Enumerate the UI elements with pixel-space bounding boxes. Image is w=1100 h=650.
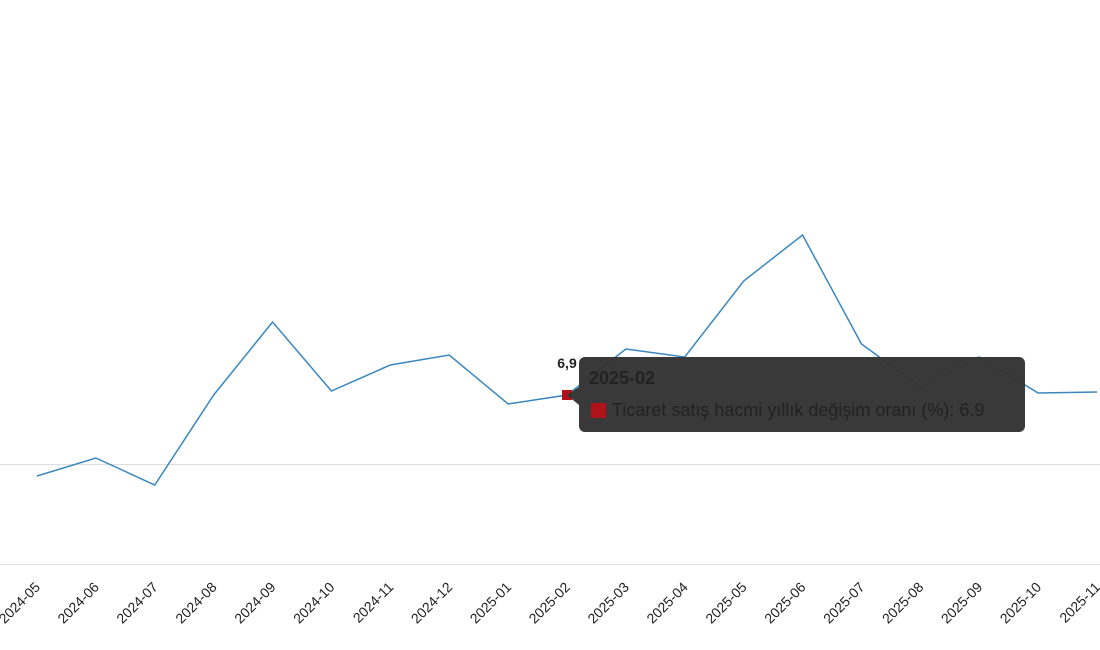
tooltip-title: 2025-02: [589, 368, 655, 388]
x-tick-label: 2024-06: [54, 579, 102, 627]
x-tick-label: 2024-10: [290, 579, 338, 627]
x-tick-label: 2025-05: [702, 579, 750, 627]
x-tick-label: 2025-02: [525, 579, 573, 627]
x-tick-label: 2024-07: [113, 579, 161, 627]
x-tick-label: 2024-08: [172, 579, 220, 627]
x-tick-label: 2025-08: [879, 579, 927, 627]
x-tick-label: 2024-09: [231, 579, 279, 627]
value-label: 6,9: [557, 355, 577, 371]
x-tick-label: 2025-09: [938, 579, 986, 627]
x-tick-label: 2025-03: [584, 579, 632, 627]
x-tick-label: 2025-11: [1056, 579, 1100, 626]
tooltip-swatch: [591, 403, 607, 418]
tooltip-label: Ticaret satış hacmi yıllık değişim oranı…: [612, 400, 984, 420]
x-tick-label: 2024-12: [408, 579, 456, 627]
x-tick-label: 2025-07: [820, 579, 868, 627]
x-tick-label: 2025-01: [467, 579, 515, 627]
x-tick-label: 2025-10: [997, 579, 1045, 627]
x-tick-label: 2025-04: [643, 579, 691, 627]
x-tick-label: 2025-06: [761, 579, 809, 627]
tooltip-box: [567, 357, 1026, 432]
x-tick-label: 2024-05: [0, 579, 43, 627]
x-tick-label: 2024-11: [350, 579, 397, 626]
